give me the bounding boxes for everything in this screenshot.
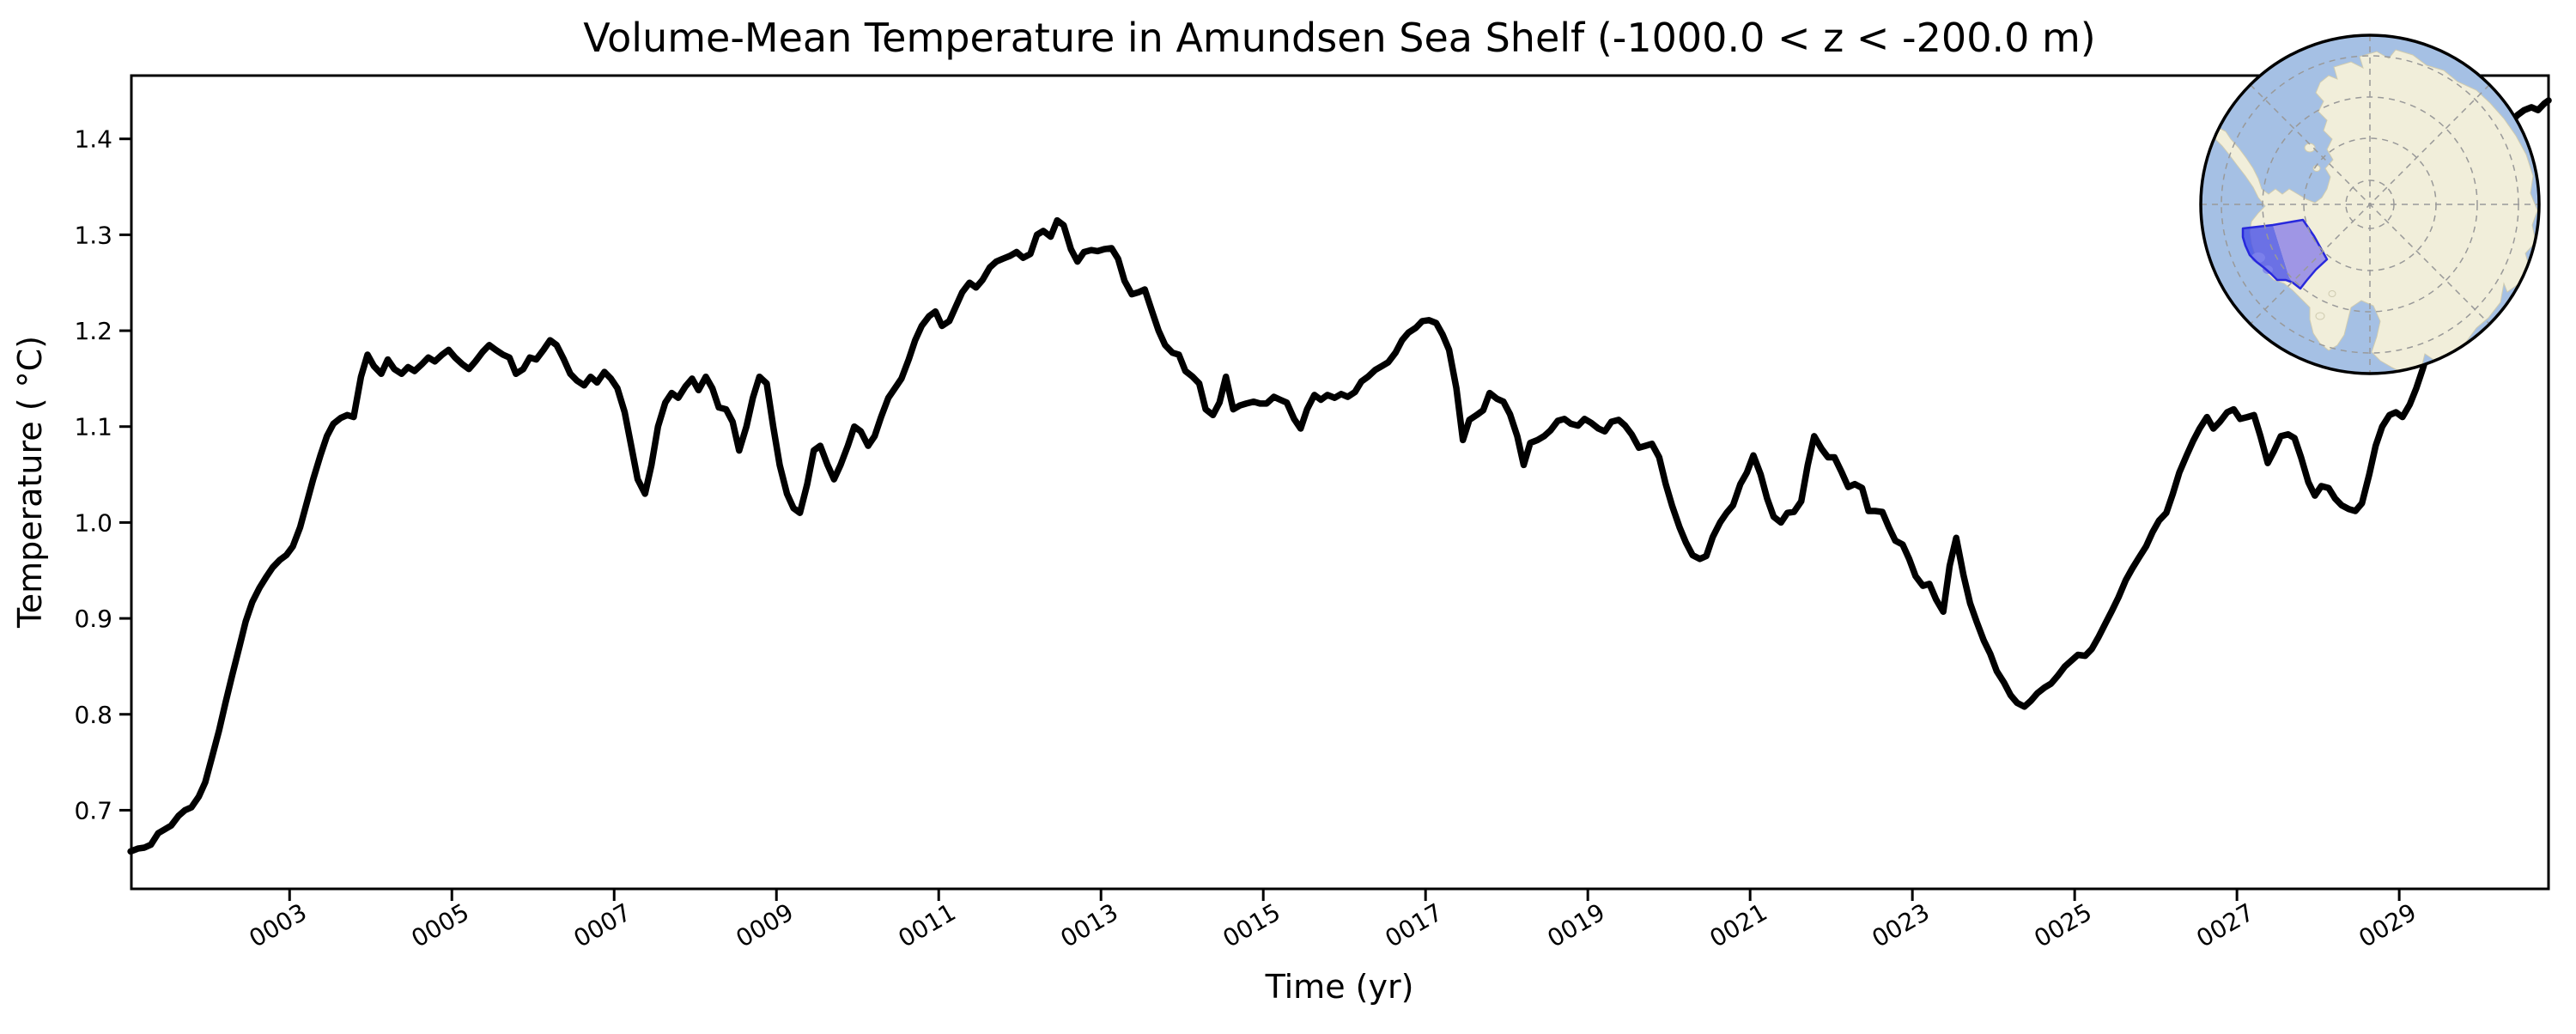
x-tick-label: 0003	[245, 897, 312, 952]
map-island	[2315, 312, 2325, 320]
x-tick-label: 0013	[1055, 897, 1122, 952]
y-tick-label: 0.8	[74, 701, 112, 729]
chart-title: Volume-Mean Temperature in Amundsen Sea …	[583, 15, 2095, 61]
x-tick-label: 0011	[894, 897, 961, 952]
x-tick-label: 0025	[2029, 897, 2096, 952]
x-tick-label: 0017	[1380, 897, 1447, 952]
x-axis: 0003 0005 0007 0009 0011 0013 0015 0017 0019 0021…	[245, 889, 2421, 953]
plot-area-border	[130, 74, 2550, 891]
x-tick-label: 0019	[1542, 897, 1609, 952]
y-axis-label: Temperature ( °C)	[11, 336, 49, 629]
x-tick-label: 0015	[1218, 897, 1285, 952]
x-tick-label: 0005	[407, 897, 474, 952]
map-graticule	[2201, 35, 2539, 374]
map-island	[2328, 290, 2336, 297]
x-tick-label: 0029	[2354, 897, 2421, 952]
y-tick-label: 1.4	[74, 125, 112, 154]
y-tick-label: 1.1	[74, 413, 112, 441]
x-tick-label: 0007	[569, 897, 636, 952]
y-tick-label: 0.9	[74, 605, 112, 633]
x-tick-label: 0009	[732, 897, 799, 952]
map-border-circle	[2199, 33, 2541, 375]
y-tick-label: 1.0	[74, 508, 112, 537]
map-island	[2304, 143, 2316, 153]
x-tick-label: 0027	[2191, 897, 2258, 952]
y-tick-label: 1.2	[74, 317, 112, 345]
y-tick-label: 1.3	[74, 221, 112, 249]
map-region-outline	[2241, 218, 2329, 290]
x-axis-label: Time (yr)	[1265, 968, 1414, 1006]
temperature-line	[127, 97, 2552, 855]
x-tick-label: 0021	[1704, 897, 1771, 952]
y-axis: 0.7 0.8 0.9 1.0 1.1 1.2 1.3 1.4	[74, 125, 131, 824]
map-land-antarctica	[2213, 49, 2538, 374]
x-tick-label: 0023	[1867, 897, 1934, 952]
inset-map-antarctica	[2199, 33, 2541, 375]
y-tick-label: 0.7	[74, 796, 112, 824]
map-meridian	[2250, 84, 2490, 325]
map-region-amundsen-dark	[2243, 225, 2293, 283]
